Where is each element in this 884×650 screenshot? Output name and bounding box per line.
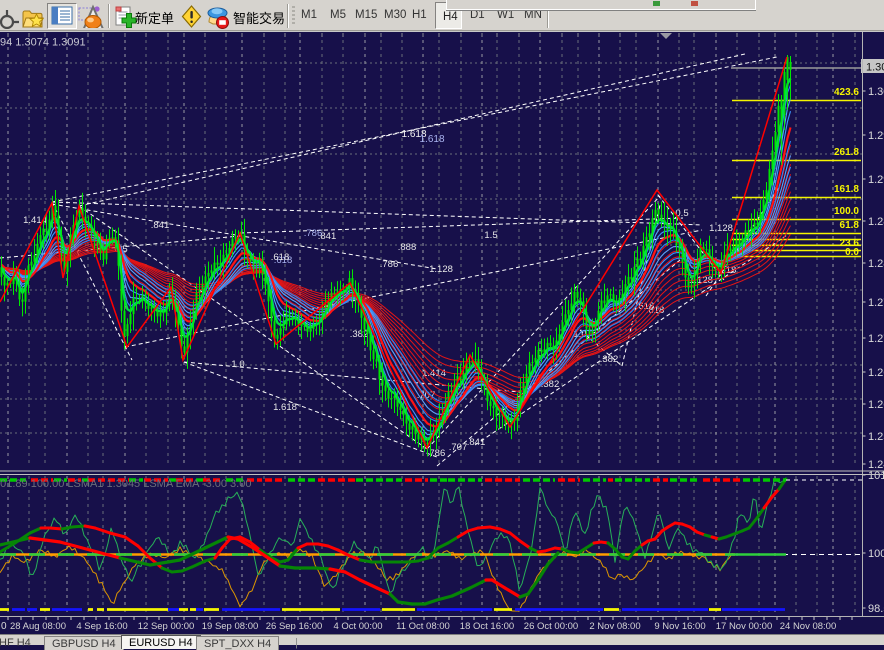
- svg-text:.786: .786: [427, 448, 446, 459]
- svg-text:261.8: 261.8: [834, 147, 859, 158]
- svg-text:1.28: 1.28: [868, 258, 884, 270]
- svg-text:1.0: 1.0: [573, 329, 586, 340]
- svg-text:98.5: 98.5: [868, 603, 884, 615]
- svg-text:1.29: 1.29: [868, 174, 884, 186]
- svg-text:.382: .382: [350, 329, 369, 340]
- svg-text:100.0: 100.0: [834, 206, 859, 217]
- svg-text:0.5: 0.5: [675, 208, 688, 219]
- svg-text:.618: .618: [274, 255, 293, 266]
- svg-text:1.414: 1.414: [422, 368, 446, 379]
- svg-text:1.27: 1.27: [868, 333, 884, 345]
- svg-text:17 Nov 00:00: 17 Nov 00:00: [716, 621, 773, 632]
- svg-text:.618: .618: [271, 252, 290, 263]
- svg-text:1.30: 1.30: [868, 86, 884, 98]
- svg-text:1.26: 1.26: [868, 399, 884, 411]
- svg-text:18 Oct 16:00: 18 Oct 16:00: [460, 621, 514, 632]
- svg-text:1.5: 1.5: [484, 230, 497, 241]
- svg-text:1.25: 1.25: [868, 431, 884, 443]
- svg-text:.841: .841: [151, 220, 170, 231]
- svg-text:26 Sep 16:00: 26 Sep 16:00: [266, 621, 323, 632]
- svg-text:0: 0: [1, 621, 7, 632]
- svg-text:1.618: 1.618: [419, 134, 444, 145]
- svg-text:11 Oct 08:00: 11 Oct 08:00: [396, 621, 450, 632]
- svg-text:.618: .618: [636, 301, 655, 312]
- svg-text:.841: .841: [467, 437, 486, 448]
- svg-text:.888: .888: [398, 242, 417, 253]
- svg-text:24 Nov 08:00: 24 Nov 08:00: [780, 621, 837, 632]
- svg-text:1.29: 1.29: [868, 130, 884, 142]
- svg-text:423.6: 423.6: [834, 87, 859, 98]
- svg-text:.707: .707: [449, 442, 468, 453]
- svg-text:1.30: 1.30: [866, 62, 884, 74]
- svg-text:2 Nov 08:00: 2 Nov 08:00: [589, 621, 640, 632]
- svg-text:.382: .382: [600, 354, 619, 365]
- svg-text:0.0: 0.0: [845, 247, 859, 258]
- svg-text:4 Sep 16:00: 4 Sep 16:00: [76, 621, 127, 632]
- svg-text:.786: .786: [380, 259, 399, 270]
- svg-text:.707: .707: [417, 390, 436, 401]
- svg-text:.382: .382: [541, 379, 560, 390]
- svg-text:.786: .786: [304, 228, 323, 239]
- svg-text:161.8: 161.8: [834, 184, 859, 195]
- svg-text:19 Sep 08:00: 19 Sep 08:00: [202, 621, 259, 632]
- svg-text:1.27: 1.27: [868, 297, 884, 309]
- svg-text:100: 100: [868, 548, 884, 560]
- svg-text:1.128: 1.128: [429, 264, 453, 275]
- svg-text:1.618: 1.618: [273, 402, 297, 413]
- svg-text:.618: .618: [646, 305, 665, 316]
- svg-text:26 Oct 00:00: 26 Oct 00:00: [524, 621, 578, 632]
- svg-text:28 Aug 08:00: 28 Aug 08:00: [10, 621, 66, 632]
- svg-text:23.6: 23.6: [840, 238, 860, 249]
- svg-text:12 Sep 00:00: 12 Sep 00:00: [138, 621, 195, 632]
- svg-text:101.: 101.: [868, 470, 884, 482]
- svg-text:.841: .841: [318, 231, 337, 242]
- svg-text:1.26: 1.26: [868, 367, 884, 379]
- svg-text:94 1.3074 1.3091: 94 1.3074 1.3091: [0, 37, 86, 49]
- svg-text:9 Nov 16:00: 9 Nov 16:00: [654, 621, 705, 632]
- svg-text:1.0: 1.0: [231, 359, 244, 370]
- svg-text:61.8: 61.8: [840, 220, 860, 231]
- svg-text:4 Oct 00:00: 4 Oct 00:00: [333, 621, 382, 632]
- svg-text:1.24: 1.24: [868, 459, 884, 471]
- svg-text:1.128: 1.128: [709, 223, 733, 234]
- svg-text:1.28: 1.28: [868, 216, 884, 228]
- svg-text:1.128: 1.128: [689, 275, 713, 286]
- svg-text:1.414: 1.414: [23, 215, 47, 226]
- svg-text:101.89 100.00 LSMA1 1.3045 L: 101.89 100.00 LSMA1 1.3045 LSMA EMA -3.0…: [0, 478, 251, 490]
- svg-text:1.618: 1.618: [401, 129, 426, 140]
- svg-text:.618: .618: [718, 265, 737, 276]
